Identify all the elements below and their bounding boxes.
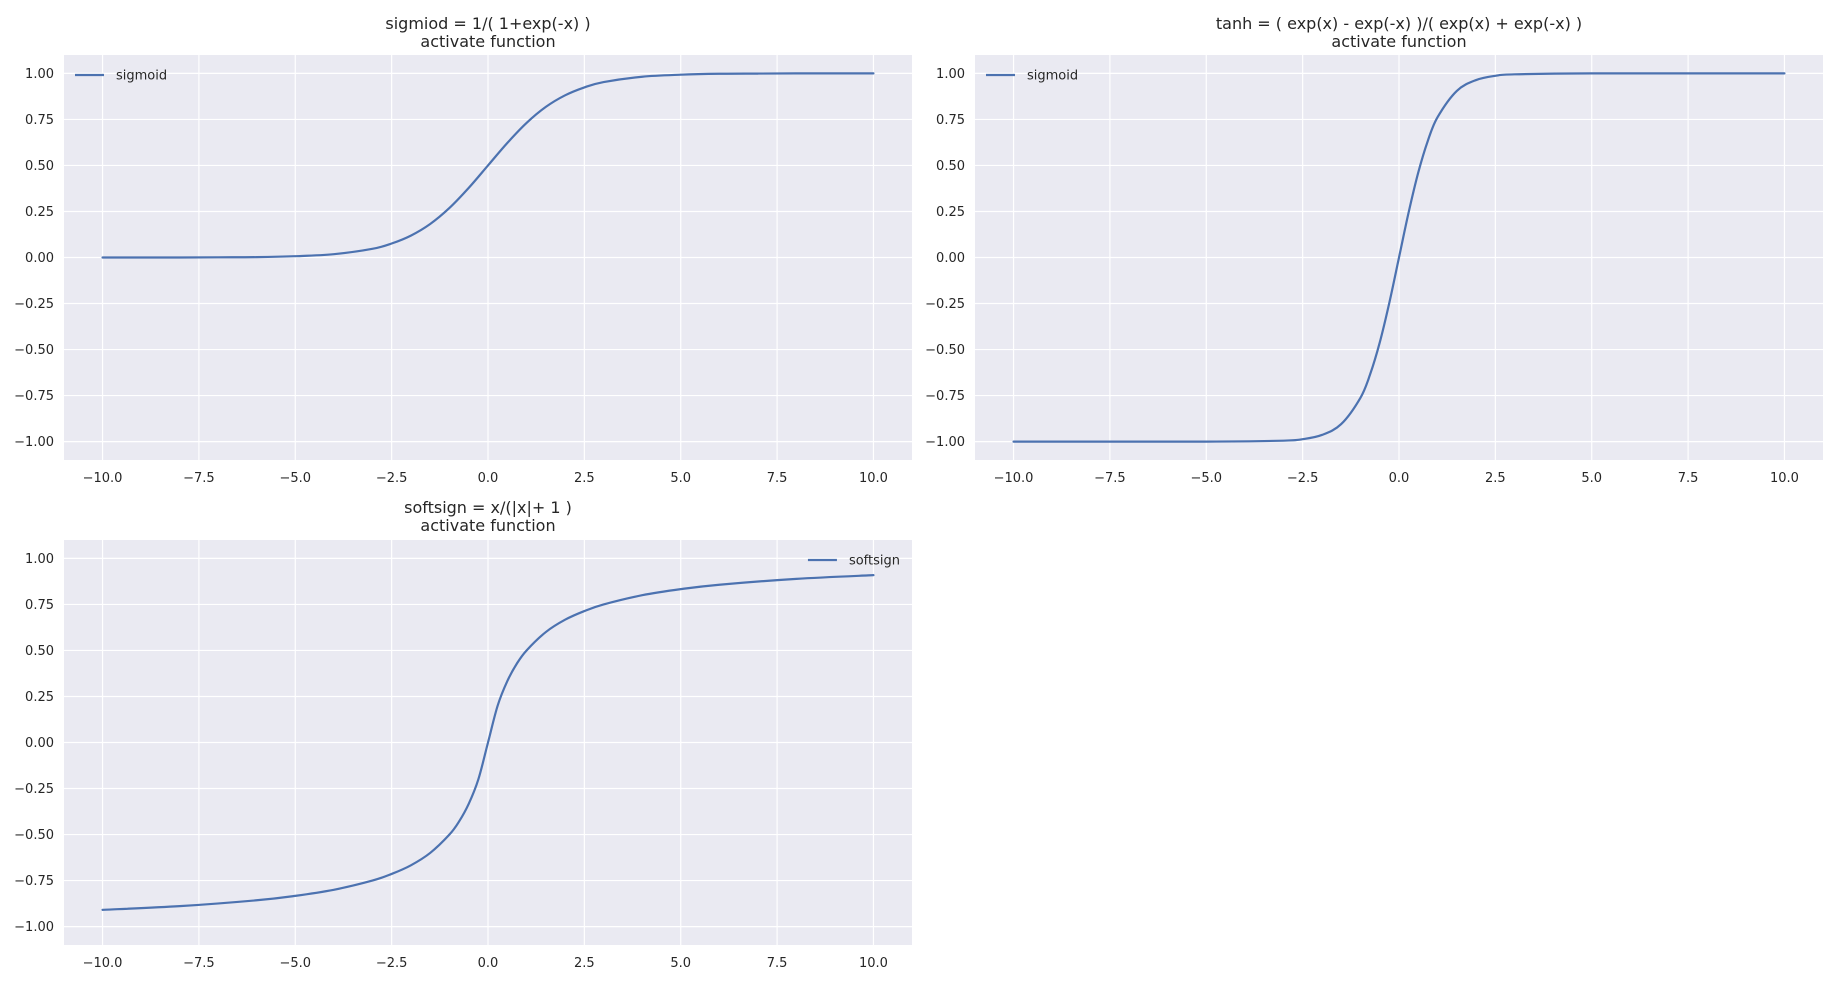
- y-tick-label: 1.00: [25, 67, 54, 82]
- x-tick-label: 2.5: [574, 956, 595, 971]
- legend-label: sigmoid: [1027, 69, 1078, 84]
- x-tick-label: −7.5: [1094, 471, 1126, 486]
- legend-label: softsign: [849, 554, 900, 569]
- x-tick-label: −5.0: [1190, 471, 1222, 486]
- y-tick-label: −1.00: [14, 920, 54, 935]
- y-tick-label: 0.75: [936, 113, 965, 128]
- x-tick-label: 10.0: [1770, 471, 1799, 486]
- y-tick-label: −0.25: [14, 297, 54, 312]
- series-line-sigmoid: [101, 72, 875, 259]
- chart-title: sigmiod = 1/( 1+exp(-x) ): [385, 14, 590, 33]
- y-tick-label: 0.25: [25, 205, 54, 220]
- chart-tanh: −10.0 −7.5 −5.0 −2.5 0.0 2.5 5.0 7.5 10.0 −1.00 −0…: [925, 14, 1823, 486]
- x-tick-label: 7.5: [767, 471, 788, 486]
- x-tick-label: −5.0: [279, 471, 311, 486]
- x-tick-label: 2.5: [1485, 471, 1506, 486]
- x-tick-label: −2.5: [1287, 471, 1319, 486]
- chart-title: softsign = x/(|x|+ 1 ): [404, 498, 572, 517]
- x-tick-label: 0.0: [478, 471, 499, 486]
- y-tick-label: −0.50: [14, 828, 54, 843]
- y-tick-label: 1.00: [25, 552, 54, 567]
- y-tick-label: 0.25: [25, 690, 54, 705]
- y-tick-label: −0.25: [925, 297, 965, 312]
- x-tick-label: 5.0: [1581, 471, 1602, 486]
- y-tick-label: −0.75: [14, 874, 54, 889]
- y-tick-label: −1.00: [925, 435, 965, 450]
- y-tick-label: 0.75: [25, 598, 54, 613]
- chart-title: tanh = ( exp(x) - exp(-x) )/( exp(x) + e…: [1216, 14, 1582, 33]
- x-tick-label: 0.0: [478, 956, 499, 971]
- x-tick-label: 5.0: [670, 956, 691, 971]
- y-tick-label: 0.50: [25, 644, 54, 659]
- y-tick-label: −0.75: [925, 389, 965, 404]
- y-tick-label: −0.75: [14, 389, 54, 404]
- x-tick-label: −7.5: [183, 956, 215, 971]
- x-tick-label: −10.0: [83, 471, 123, 486]
- y-tick-label: 0.50: [936, 159, 965, 174]
- chart-subtitle: activate function: [420, 516, 555, 535]
- y-tick-label: −0.50: [925, 343, 965, 358]
- x-tick-label: 7.5: [1678, 471, 1699, 486]
- series-line-softsign: [101, 574, 875, 911]
- y-tick-label: −0.25: [14, 782, 54, 797]
- x-tick-label: −10.0: [994, 471, 1034, 486]
- x-tick-label: 2.5: [574, 471, 595, 486]
- y-tick-label: −0.50: [14, 343, 54, 358]
- x-tick-label: 10.0: [859, 956, 888, 971]
- chart-subtitle: activate function: [420, 32, 555, 51]
- y-tick-label: 0.00: [25, 251, 54, 266]
- x-tick-label: 5.0: [670, 471, 691, 486]
- y-tick-label: 0.50: [25, 159, 54, 174]
- series-line-sigmoid: [1012, 72, 1786, 443]
- x-tick-label: −2.5: [376, 956, 408, 971]
- y-tick-label: 0.00: [25, 736, 54, 751]
- chart-subtitle: activate function: [1331, 32, 1466, 51]
- y-tick-label: 0.75: [25, 113, 54, 128]
- y-tick-label: 0.00: [936, 251, 965, 266]
- chart-softsign: −10.0 −7.5 −5.0 −2.5 0.0 2.5 5.0 7.5 10.0 −1.00 −0…: [14, 498, 912, 971]
- y-tick-label: 1.00: [936, 67, 965, 82]
- x-tick-label: −7.5: [183, 471, 215, 486]
- chart-sigmoid: −10.0 −7.5 −5.0 −2.5 0.0 2.5 5.0 7.5 10.0 −1.00 −0…: [14, 14, 912, 486]
- x-tick-label: 0.0: [1389, 471, 1410, 486]
- y-tick-label: 0.25: [936, 205, 965, 220]
- x-tick-label: 7.5: [767, 956, 788, 971]
- x-tick-label: 10.0: [859, 471, 888, 486]
- x-tick-label: −2.5: [376, 471, 408, 486]
- legend-label: sigmoid: [116, 69, 167, 84]
- x-tick-label: −5.0: [279, 956, 311, 971]
- x-tick-label: −10.0: [83, 956, 123, 971]
- y-tick-label: −1.00: [14, 435, 54, 450]
